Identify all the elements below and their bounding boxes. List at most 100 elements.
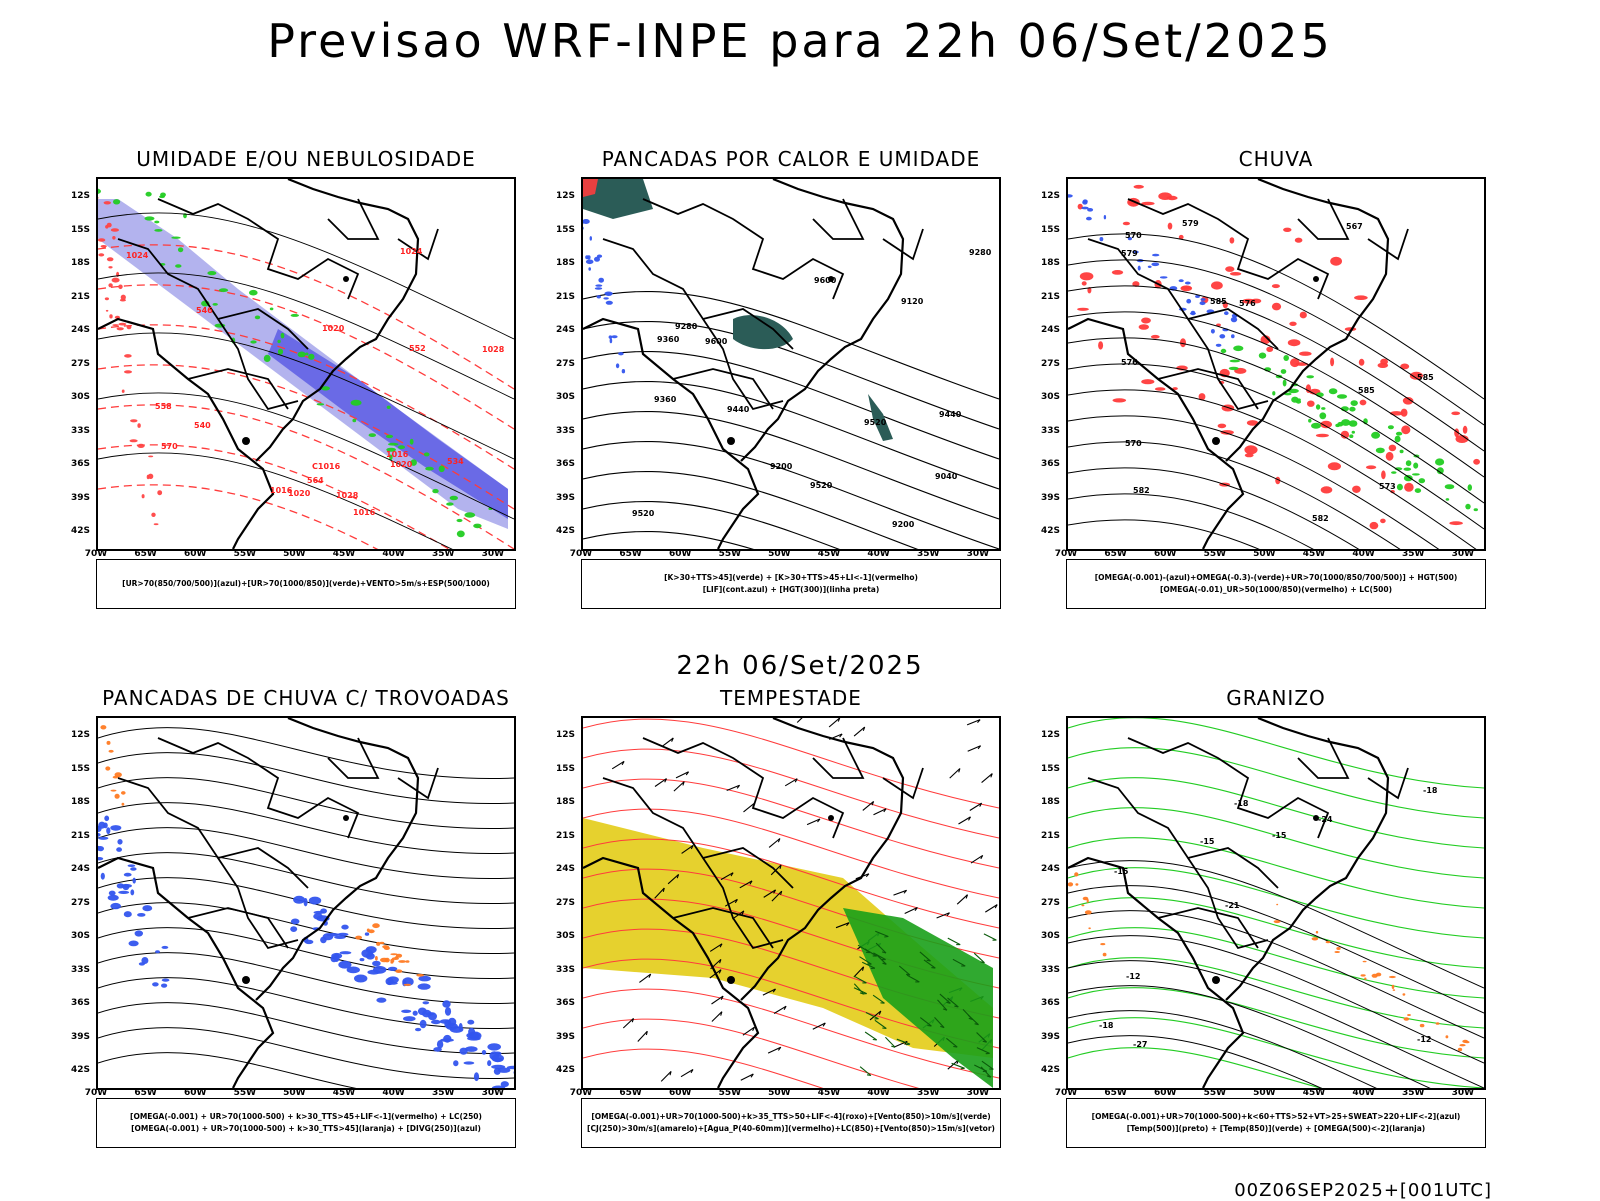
longitude-label: 30W	[1448, 1088, 1478, 1098]
longitude-label: 60W	[180, 1088, 210, 1098]
map-plot	[96, 716, 516, 1090]
contour-label: 9440	[727, 405, 750, 414]
latitude-label: 21S	[60, 831, 90, 841]
contour-label: 9520	[864, 418, 887, 427]
map-canvas: 9600952094409360928092009120904095209440…	[583, 179, 999, 549]
contour-label: 9280	[969, 248, 992, 257]
contour-label: 579	[1121, 249, 1138, 258]
legend-line: [OMEGA(-0.001) + UR>70(1000-500) + k>30_…	[131, 1123, 481, 1135]
contour-label: 9360	[654, 395, 677, 404]
latitude-label: 24S	[545, 864, 575, 874]
longitude-label: 40W	[1349, 1088, 1379, 1098]
contour-label: 534	[447, 457, 464, 466]
contour-label: 9600	[814, 276, 837, 285]
latitude-label: 21S	[1030, 292, 1060, 302]
contour-label: 9520	[632, 509, 655, 518]
longitude-label: 55W	[1200, 549, 1230, 559]
map-canvas: 1016C10161020102410285705645585525465405…	[98, 179, 514, 549]
longitude-label: 55W	[230, 1088, 260, 1098]
longitude-label: 70W	[81, 549, 111, 559]
longitude-label: 40W	[864, 549, 894, 559]
latitude-label: 18S	[60, 797, 90, 807]
legend-line: [CJ(250)>30m/s](amarelo)+[Agua_P(40-60mm…	[587, 1123, 995, 1135]
latitude-label: 18S	[545, 258, 575, 268]
legend-line: [Temp(500)](preto) + [Temp(850)](verde) …	[1127, 1123, 1425, 1135]
longitude-label: 45W	[814, 549, 844, 559]
latitude-label: 12S	[1030, 191, 1060, 201]
longitude-label: 55W	[715, 549, 745, 559]
longitude-label: 45W	[329, 549, 359, 559]
contour-label: 585	[1358, 386, 1375, 395]
contour-label: 1024	[126, 251, 149, 260]
legend-line: [OMEGA(-0.001)+UR>70(1000-500)+k>35_TTS>…	[591, 1111, 990, 1123]
longitude-label: 35W	[913, 549, 943, 559]
latitude-label: 39S	[1030, 1032, 1060, 1042]
panel-legend: [OMEGA(-0.001)+UR>70(1000-500)+k>35_TTS>…	[581, 1098, 1001, 1148]
latitude-label: 33S	[1030, 426, 1060, 436]
latitude-label: 18S	[60, 258, 90, 268]
contour-label: -15	[1272, 831, 1287, 840]
longitude-label: 60W	[1150, 549, 1180, 559]
contour-label: 573	[1379, 482, 1396, 491]
longitude-label: 55W	[230, 549, 260, 559]
latitude-label: 12S	[60, 730, 90, 740]
longitude-label: 35W	[428, 549, 458, 559]
contour-label: 1028	[482, 345, 505, 354]
contour-label: -18	[1234, 799, 1249, 808]
longitude-label: 30W	[478, 1088, 508, 1098]
panel-legend: [OMEGA(-0.001)-(azul)+OMEGA(-0.3)-(verde…	[1066, 559, 1486, 609]
latitude-label: 24S	[1030, 864, 1060, 874]
contour-label: 567	[1346, 222, 1363, 231]
latitude-label: 21S	[60, 292, 90, 302]
contour-label: 564	[307, 476, 324, 485]
map-canvas: -12-15-18-21-24-27-18-15-12-15-18	[1068, 718, 1484, 1088]
longitude-label: 70W	[566, 549, 596, 559]
longitude-label: 70W	[566, 1088, 596, 1098]
longitude-label: 70W	[81, 1088, 111, 1098]
longitude-label: 45W	[1299, 1088, 1329, 1098]
latitude-label: 33S	[1030, 965, 1060, 975]
latitude-label: 42S	[60, 526, 90, 536]
contour-label: 9040	[935, 472, 958, 481]
latitude-label: 21S	[545, 292, 575, 302]
panel-title: CHUVA	[1066, 147, 1486, 171]
longitude-label: 45W	[814, 1088, 844, 1098]
contour-label: 576	[1239, 299, 1256, 308]
latitude-label: 39S	[545, 1032, 575, 1042]
latitude-label: 21S	[1030, 831, 1060, 841]
legend-line: [K>30+TTS>45](verde) + [K>30+TTS>45+LI<-…	[664, 572, 918, 584]
latitude-label: 27S	[1030, 898, 1060, 908]
latitude-label: 39S	[60, 493, 90, 503]
latitude-label: 27S	[60, 359, 90, 369]
latitude-label: 42S	[60, 1065, 90, 1075]
contour-label: 9360	[657, 335, 680, 344]
longitude-label: 65W	[1101, 549, 1131, 559]
contour-label: 1016	[353, 508, 376, 517]
contour-label: -12	[1417, 1035, 1431, 1044]
latitude-label: 21S	[545, 831, 575, 841]
longitude-label: 65W	[131, 549, 161, 559]
panel-title: TEMPESTADE	[581, 686, 1001, 710]
contour-label: 546	[196, 306, 213, 315]
contour-label: 579	[1182, 219, 1199, 228]
longitude-label: 50W	[1249, 1088, 1279, 1098]
latitude-label: 15S	[1030, 225, 1060, 235]
latitude-label: 30S	[1030, 931, 1060, 941]
contour-label: 1028	[336, 491, 359, 500]
legend-line: [OMEGA(-0.001)-(azul)+OMEGA(-0.3)-(verde…	[1095, 572, 1458, 584]
longitude-label: 45W	[1299, 549, 1329, 559]
latitude-label: 30S	[60, 392, 90, 402]
latitude-label: 39S	[60, 1032, 90, 1042]
latitude-label: 15S	[60, 225, 90, 235]
latitude-label: 15S	[1030, 764, 1060, 774]
longitude-label: 30W	[1448, 549, 1478, 559]
longitude-label: 35W	[428, 1088, 458, 1098]
contour-label: 582	[1312, 514, 1329, 523]
map-plot	[581, 716, 1001, 1090]
contour-label: -24	[1318, 815, 1333, 824]
latitude-label: 18S	[1030, 797, 1060, 807]
contour-label: 9440	[939, 410, 962, 419]
contour-label: 582	[1133, 486, 1150, 495]
